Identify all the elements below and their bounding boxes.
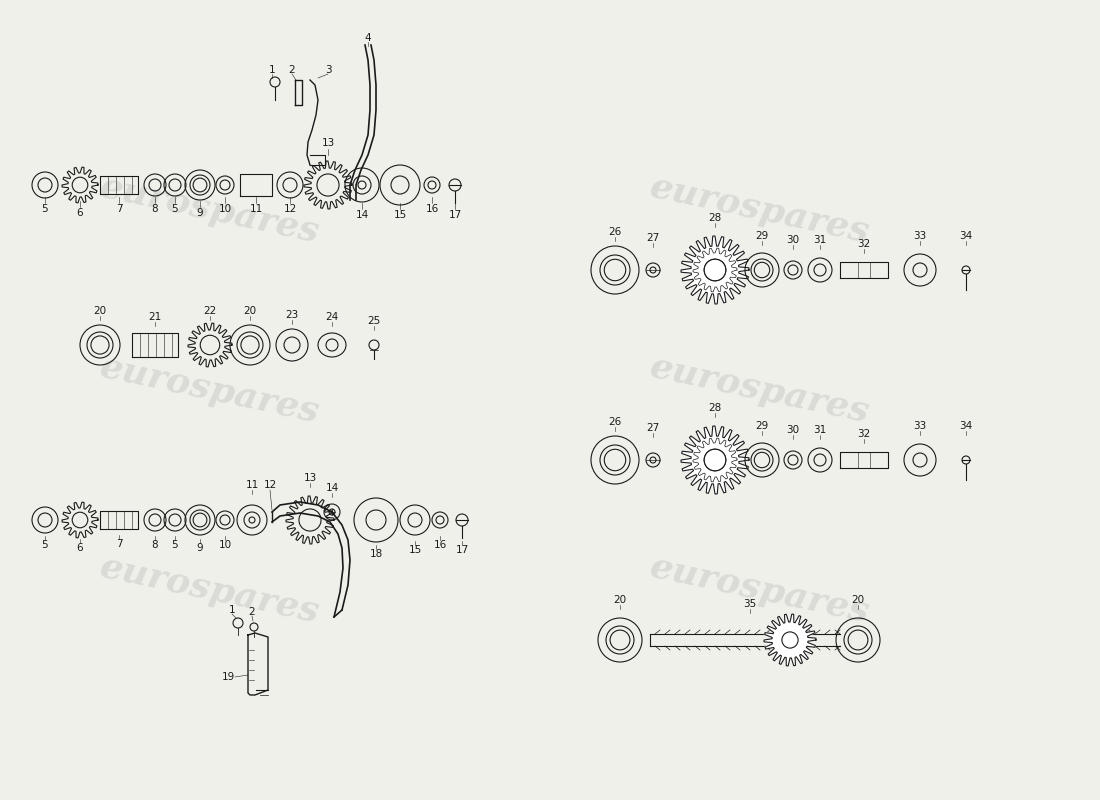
Text: 18: 18: [370, 549, 383, 559]
Text: 27: 27: [647, 423, 660, 433]
Text: eurospares: eurospares: [97, 550, 323, 630]
Text: 5: 5: [172, 540, 178, 550]
Text: 6: 6: [77, 208, 84, 218]
Text: 10: 10: [219, 540, 232, 550]
Text: 14: 14: [326, 483, 339, 493]
Text: eurospares: eurospares: [647, 550, 873, 630]
Text: 12: 12: [263, 480, 276, 490]
Text: 21: 21: [148, 312, 162, 322]
Polygon shape: [681, 426, 749, 494]
Text: 17: 17: [455, 545, 469, 555]
Text: 28: 28: [708, 403, 722, 413]
Text: 33: 33: [913, 231, 926, 241]
Text: 1: 1: [229, 605, 235, 615]
Text: eurospares: eurospares: [647, 350, 873, 430]
Text: 29: 29: [756, 231, 769, 241]
Text: 5: 5: [172, 204, 178, 214]
Text: 7: 7: [116, 204, 122, 214]
Text: 3: 3: [324, 65, 331, 75]
Text: 14: 14: [355, 210, 368, 220]
Text: 28: 28: [708, 213, 722, 223]
Text: 13: 13: [321, 138, 334, 148]
Text: 30: 30: [786, 425, 800, 435]
Text: 13: 13: [304, 473, 317, 483]
Text: 4: 4: [365, 33, 372, 43]
Text: 8: 8: [152, 540, 158, 550]
Polygon shape: [681, 236, 749, 304]
Text: 34: 34: [959, 421, 972, 431]
Text: 2: 2: [249, 607, 255, 617]
Text: 11: 11: [250, 204, 263, 214]
Text: 32: 32: [857, 429, 870, 439]
Text: 11: 11: [245, 480, 258, 490]
Text: 16: 16: [426, 204, 439, 214]
Text: eurospares: eurospares: [97, 350, 323, 430]
Text: 35: 35: [744, 599, 757, 609]
Text: 22: 22: [204, 306, 217, 316]
Text: 25: 25: [367, 316, 381, 326]
Text: 31: 31: [813, 425, 826, 435]
Text: 1: 1: [268, 65, 275, 75]
Text: 20: 20: [614, 595, 627, 605]
Text: 8: 8: [152, 204, 158, 214]
Text: 29: 29: [756, 421, 769, 431]
Text: 7: 7: [116, 539, 122, 549]
Text: eurospares: eurospares: [97, 170, 323, 250]
Text: 20: 20: [94, 306, 107, 316]
Text: 20: 20: [243, 306, 256, 316]
Text: 33: 33: [913, 421, 926, 431]
Text: 9: 9: [197, 543, 204, 553]
Text: 27: 27: [647, 233, 660, 243]
Text: 10: 10: [219, 204, 232, 214]
Text: 26: 26: [608, 227, 622, 237]
Text: 17: 17: [449, 210, 462, 220]
Text: 31: 31: [813, 235, 826, 245]
Text: 20: 20: [851, 595, 865, 605]
Text: 24: 24: [326, 312, 339, 322]
Text: eurospares: eurospares: [647, 170, 873, 250]
Text: 6: 6: [77, 543, 84, 553]
Text: 34: 34: [959, 231, 972, 241]
Text: 2: 2: [288, 65, 295, 75]
Text: 5: 5: [42, 540, 48, 550]
Text: 15: 15: [408, 545, 421, 555]
Text: 23: 23: [285, 310, 298, 320]
Polygon shape: [764, 614, 816, 666]
Text: 5: 5: [42, 204, 48, 214]
Text: 26: 26: [608, 417, 622, 427]
Text: 15: 15: [394, 210, 407, 220]
Text: 32: 32: [857, 239, 870, 249]
Text: 19: 19: [221, 672, 234, 682]
Text: 9: 9: [197, 208, 204, 218]
Text: 12: 12: [284, 204, 297, 214]
Text: 16: 16: [433, 540, 447, 550]
Text: 30: 30: [786, 235, 800, 245]
